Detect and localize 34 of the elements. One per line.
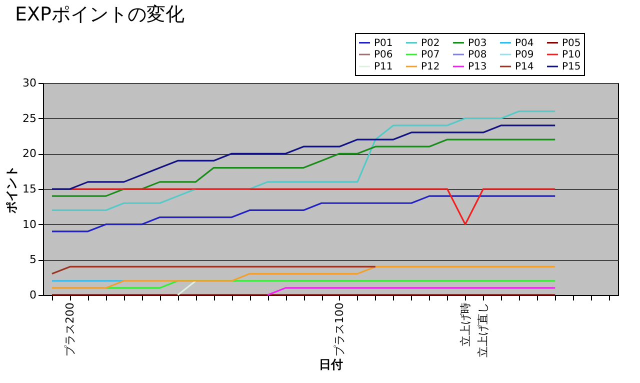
legend-label: P04 xyxy=(515,38,534,49)
x-tick-label: 立上げ直し xyxy=(476,302,490,358)
y-tick-label: 20 xyxy=(22,147,36,160)
legend-label: P02 xyxy=(421,38,440,49)
legend-label: P03 xyxy=(468,38,487,49)
x-axis-title: 日付 xyxy=(319,358,343,372)
legend-label: P15 xyxy=(562,62,581,72)
x-tick-label: 立上げ時 xyxy=(458,302,472,346)
line-series xyxy=(51,124,556,190)
y-axis-title: ポイント xyxy=(4,166,19,214)
y-tick-label: 10 xyxy=(22,218,36,231)
legend-label: P08 xyxy=(468,50,487,60)
y-tick-label: 25 xyxy=(22,112,36,125)
legend-label: P01 xyxy=(374,38,393,49)
legend-label: P06 xyxy=(374,50,393,60)
legend-label: P12 xyxy=(421,62,440,72)
legend-label: P14 xyxy=(515,62,534,72)
line-series xyxy=(51,110,556,211)
y-tick-label: 0 xyxy=(30,288,36,302)
x-tick-label: プラス100 xyxy=(332,302,346,356)
chart-title: EXPポイントの変化 xyxy=(15,4,184,26)
x-tick-label: プラス200 xyxy=(63,302,76,356)
line-series xyxy=(51,195,556,232)
legend-label: P07 xyxy=(421,50,440,60)
y-tick-label: 5 xyxy=(30,253,36,266)
line-series xyxy=(51,266,556,289)
legend-label: P09 xyxy=(515,50,534,60)
line-series xyxy=(51,138,556,197)
legend-label: P13 xyxy=(468,62,487,72)
legend-label: P05 xyxy=(562,38,581,49)
y-tick-label: 30 xyxy=(22,76,36,90)
y-tick-label: 15 xyxy=(22,182,36,196)
legend-label: P10 xyxy=(562,50,581,60)
legend-label: P11 xyxy=(374,62,393,72)
